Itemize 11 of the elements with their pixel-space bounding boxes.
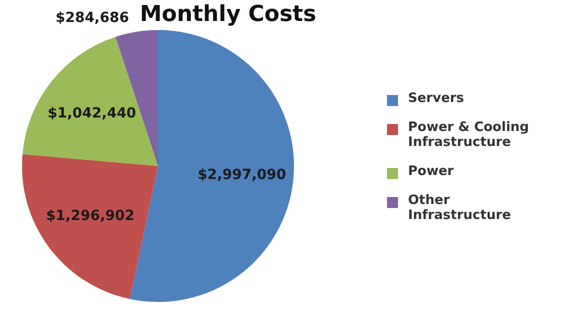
data-label: $1,042,440	[48, 106, 136, 122]
data-label: $2,997,090	[198, 166, 286, 183]
legend-label: Other Infrastructure	[408, 193, 512, 223]
legend-label: Servers	[408, 91, 464, 106]
pie-slice	[22, 154, 158, 300]
data-label: $284,686	[55, 10, 129, 26]
pie-slice	[22, 36, 158, 166]
legend-label: Power & Cooling Infrastructure	[408, 120, 530, 150]
legend-label: Power	[408, 164, 454, 179]
data-label: $1,296,902	[46, 208, 135, 224]
chart-title: Monthly Costs	[140, 2, 316, 27]
